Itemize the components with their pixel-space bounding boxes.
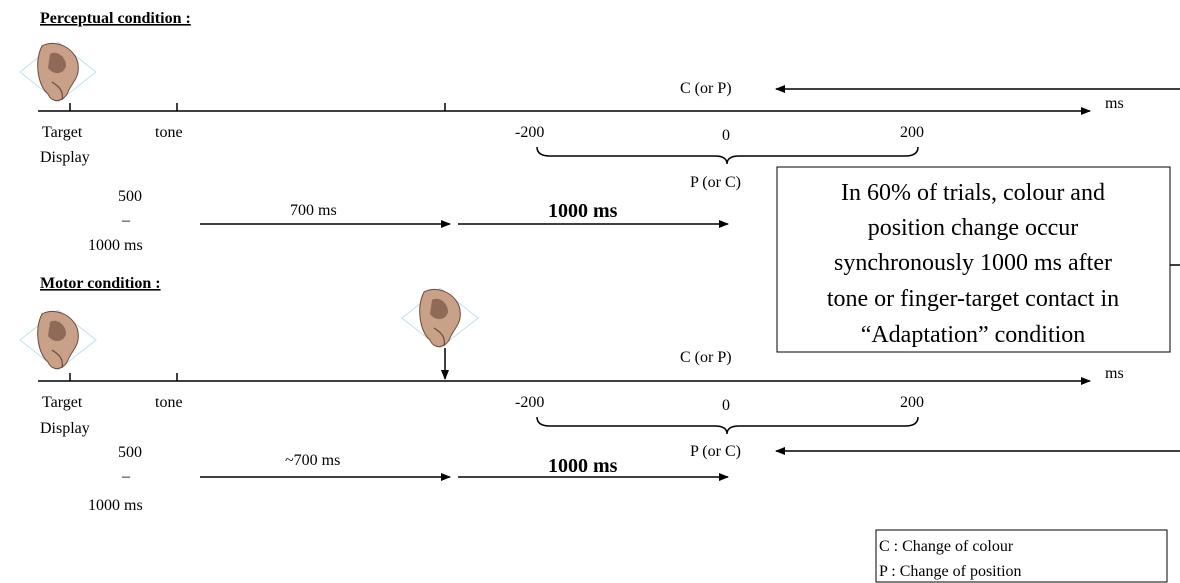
perceptual-section: Perceptual condition : C (or P) ms Targe… (19, 10, 1180, 254)
tone-label: tone (155, 394, 183, 411)
callout-line: position change occur (868, 215, 1079, 241)
motor-section: Motor condition : C (or P) ms Target Dis… (19, 275, 1180, 514)
top-label: C (or P) (680, 80, 732, 97)
display-label: Display (40, 420, 90, 437)
callout: In 60% of trials, colour and position ch… (776, 166, 1180, 353)
callout-line: synchronously 1000 ms after (834, 250, 1112, 276)
duration-label: 1000 ms (548, 455, 618, 477)
legend-entry: C : Change of colour (879, 538, 1014, 555)
heading: Perceptual condition : (40, 10, 191, 27)
tone-label: tone (155, 124, 183, 141)
interval-end: 1000 ms (88, 237, 143, 254)
window-label: -200 (515, 124, 544, 141)
callout-box (776, 166, 1171, 353)
callout-line: In 60% of trials, colour and (841, 180, 1105, 206)
brace (536, 416, 919, 435)
hand-icon (401, 287, 479, 349)
heading: Motor condition : (40, 275, 161, 292)
axis-unit: ms (1105, 365, 1124, 382)
interval-end: 1000 ms (88, 497, 143, 514)
legend-entry: P : Change of position (879, 563, 1022, 580)
delay-label: ~700 ms (285, 452, 340, 469)
window-label: 0 (722, 127, 730, 144)
window-label: -200 (515, 394, 544, 411)
target-label: Target (42, 124, 83, 141)
callout-line: “Adaptation” condition (861, 322, 1086, 348)
bottom-label: P (or C) (690, 443, 741, 460)
window-label: 200 (900, 394, 924, 411)
interval-start: 500 (118, 444, 142, 461)
legend: C : Change of colour P : Change of posit… (875, 529, 1168, 583)
window-label: 0 (722, 397, 730, 414)
interval-dash: – (121, 468, 131, 485)
interval-dash: – (121, 212, 131, 229)
top-label: C (or P) (680, 349, 732, 366)
axis-unit: ms (1105, 95, 1124, 112)
window-label: 200 (900, 124, 924, 141)
bottom-label: P (or C) (690, 174, 741, 191)
duration-label: 1000 ms (548, 200, 618, 222)
delay-label: 700 ms (290, 202, 337, 219)
brace (536, 146, 919, 165)
hand-icon (19, 41, 97, 103)
callout-line: tone or finger-target contact in (827, 286, 1119, 312)
interval-start: 500 (118, 188, 142, 205)
target-label: Target (42, 394, 83, 411)
legend-box (875, 529, 1168, 583)
display-label: Display (40, 149, 90, 166)
hand-icon (19, 309, 97, 371)
